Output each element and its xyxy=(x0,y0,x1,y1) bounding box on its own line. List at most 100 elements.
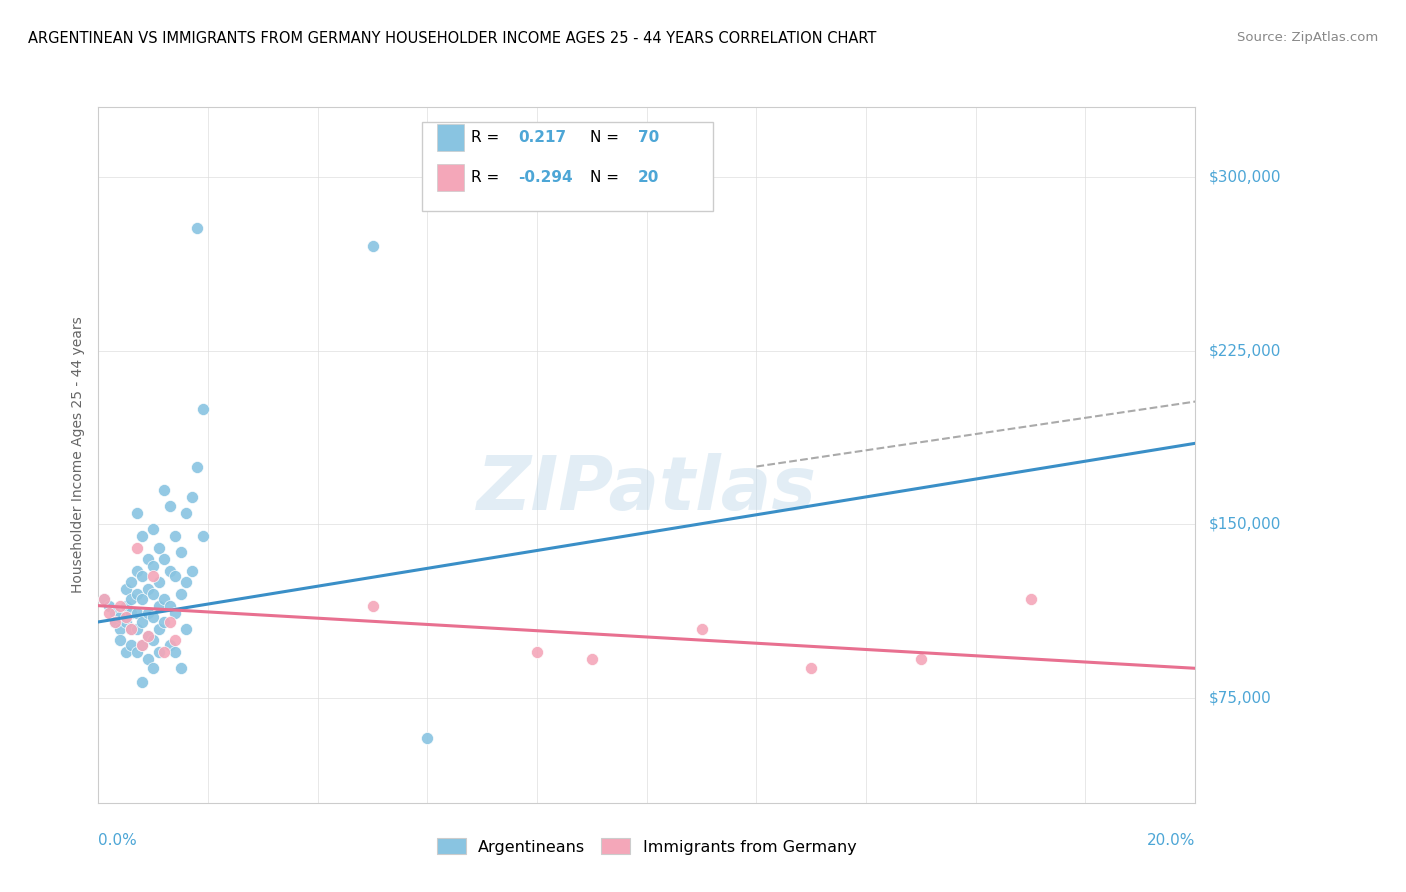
Point xyxy=(131,591,153,606)
Point xyxy=(170,545,193,559)
Point xyxy=(115,615,138,629)
Text: R =: R = xyxy=(471,130,505,145)
Point xyxy=(131,615,153,629)
Point xyxy=(110,610,132,624)
Text: 20: 20 xyxy=(638,169,659,185)
Point xyxy=(148,622,170,636)
Point xyxy=(142,587,165,601)
Text: 0.0%: 0.0% xyxy=(98,833,138,848)
FancyBboxPatch shape xyxy=(422,122,713,211)
Point xyxy=(142,633,165,648)
Point xyxy=(690,622,713,636)
Point xyxy=(191,401,214,416)
Point xyxy=(104,606,127,620)
Point xyxy=(120,591,142,606)
Point xyxy=(120,606,142,620)
Point xyxy=(136,606,159,620)
Point xyxy=(125,541,148,555)
Text: 70: 70 xyxy=(638,130,659,145)
Point xyxy=(125,606,148,620)
Point xyxy=(180,490,202,504)
Point xyxy=(159,615,181,629)
Point xyxy=(165,568,187,582)
Point xyxy=(125,587,148,601)
Point xyxy=(526,645,548,659)
Point xyxy=(148,645,170,659)
Point xyxy=(136,629,159,643)
Point xyxy=(110,622,132,636)
Point xyxy=(142,559,165,574)
Point xyxy=(148,599,170,613)
Point xyxy=(581,652,603,666)
Text: N =: N = xyxy=(589,169,624,185)
Point xyxy=(98,606,121,620)
Point xyxy=(165,529,187,543)
Text: 20.0%: 20.0% xyxy=(1147,833,1195,848)
Text: Source: ZipAtlas.com: Source: ZipAtlas.com xyxy=(1237,31,1378,45)
Text: $225,000: $225,000 xyxy=(1209,343,1281,358)
Point xyxy=(416,731,439,745)
Legend: Argentineans, Immigrants from Germany: Argentineans, Immigrants from Germany xyxy=(430,831,863,861)
Point xyxy=(115,582,138,597)
Point xyxy=(115,610,138,624)
FancyBboxPatch shape xyxy=(437,164,464,191)
Point xyxy=(165,645,187,659)
Point xyxy=(180,564,202,578)
Point xyxy=(142,661,165,675)
Point xyxy=(125,645,148,659)
Text: $300,000: $300,000 xyxy=(1209,169,1281,184)
Point xyxy=(159,499,181,513)
Point xyxy=(131,638,153,652)
Text: ARGENTINEAN VS IMMIGRANTS FROM GERMANY HOUSEHOLDER INCOME AGES 25 - 44 YEARS COR: ARGENTINEAN VS IMMIGRANTS FROM GERMANY H… xyxy=(28,31,876,46)
Point xyxy=(186,220,208,235)
Point xyxy=(186,459,208,474)
Point xyxy=(110,599,132,613)
Point xyxy=(148,575,170,590)
Point xyxy=(125,564,148,578)
Point xyxy=(800,661,823,675)
Point xyxy=(142,522,165,536)
Point xyxy=(153,591,176,606)
Point xyxy=(153,552,176,566)
FancyBboxPatch shape xyxy=(437,124,464,151)
Point xyxy=(1019,591,1042,606)
Point xyxy=(131,529,153,543)
Point xyxy=(136,552,159,566)
Point xyxy=(159,564,181,578)
Text: -0.294: -0.294 xyxy=(519,169,574,185)
Point xyxy=(153,615,176,629)
Point xyxy=(159,599,181,613)
Point xyxy=(361,239,384,253)
Text: $150,000: $150,000 xyxy=(1209,517,1281,532)
Text: 0.217: 0.217 xyxy=(519,130,567,145)
Point xyxy=(170,587,193,601)
Point xyxy=(104,615,127,629)
Text: $75,000: $75,000 xyxy=(1209,691,1272,706)
Text: R =: R = xyxy=(471,169,505,185)
Text: N =: N = xyxy=(589,130,624,145)
Point xyxy=(153,645,176,659)
Point xyxy=(104,615,127,629)
Point xyxy=(136,629,159,643)
Point xyxy=(153,483,176,497)
Point xyxy=(165,633,187,648)
Point xyxy=(148,541,170,555)
Text: ZIPatlas: ZIPatlas xyxy=(477,453,817,526)
Point xyxy=(170,661,193,675)
Point xyxy=(115,599,138,613)
Point xyxy=(98,599,121,613)
Point xyxy=(142,610,165,624)
Point xyxy=(174,575,197,590)
Point xyxy=(120,622,142,636)
Point xyxy=(174,506,197,520)
Point xyxy=(110,633,132,648)
Point xyxy=(131,568,153,582)
Point xyxy=(136,652,159,666)
Y-axis label: Householder Income Ages 25 - 44 years: Householder Income Ages 25 - 44 years xyxy=(72,317,86,593)
Point xyxy=(165,606,187,620)
Point xyxy=(142,568,165,582)
Point xyxy=(120,638,142,652)
Point xyxy=(910,652,932,666)
Point xyxy=(131,638,153,652)
Point xyxy=(131,675,153,690)
